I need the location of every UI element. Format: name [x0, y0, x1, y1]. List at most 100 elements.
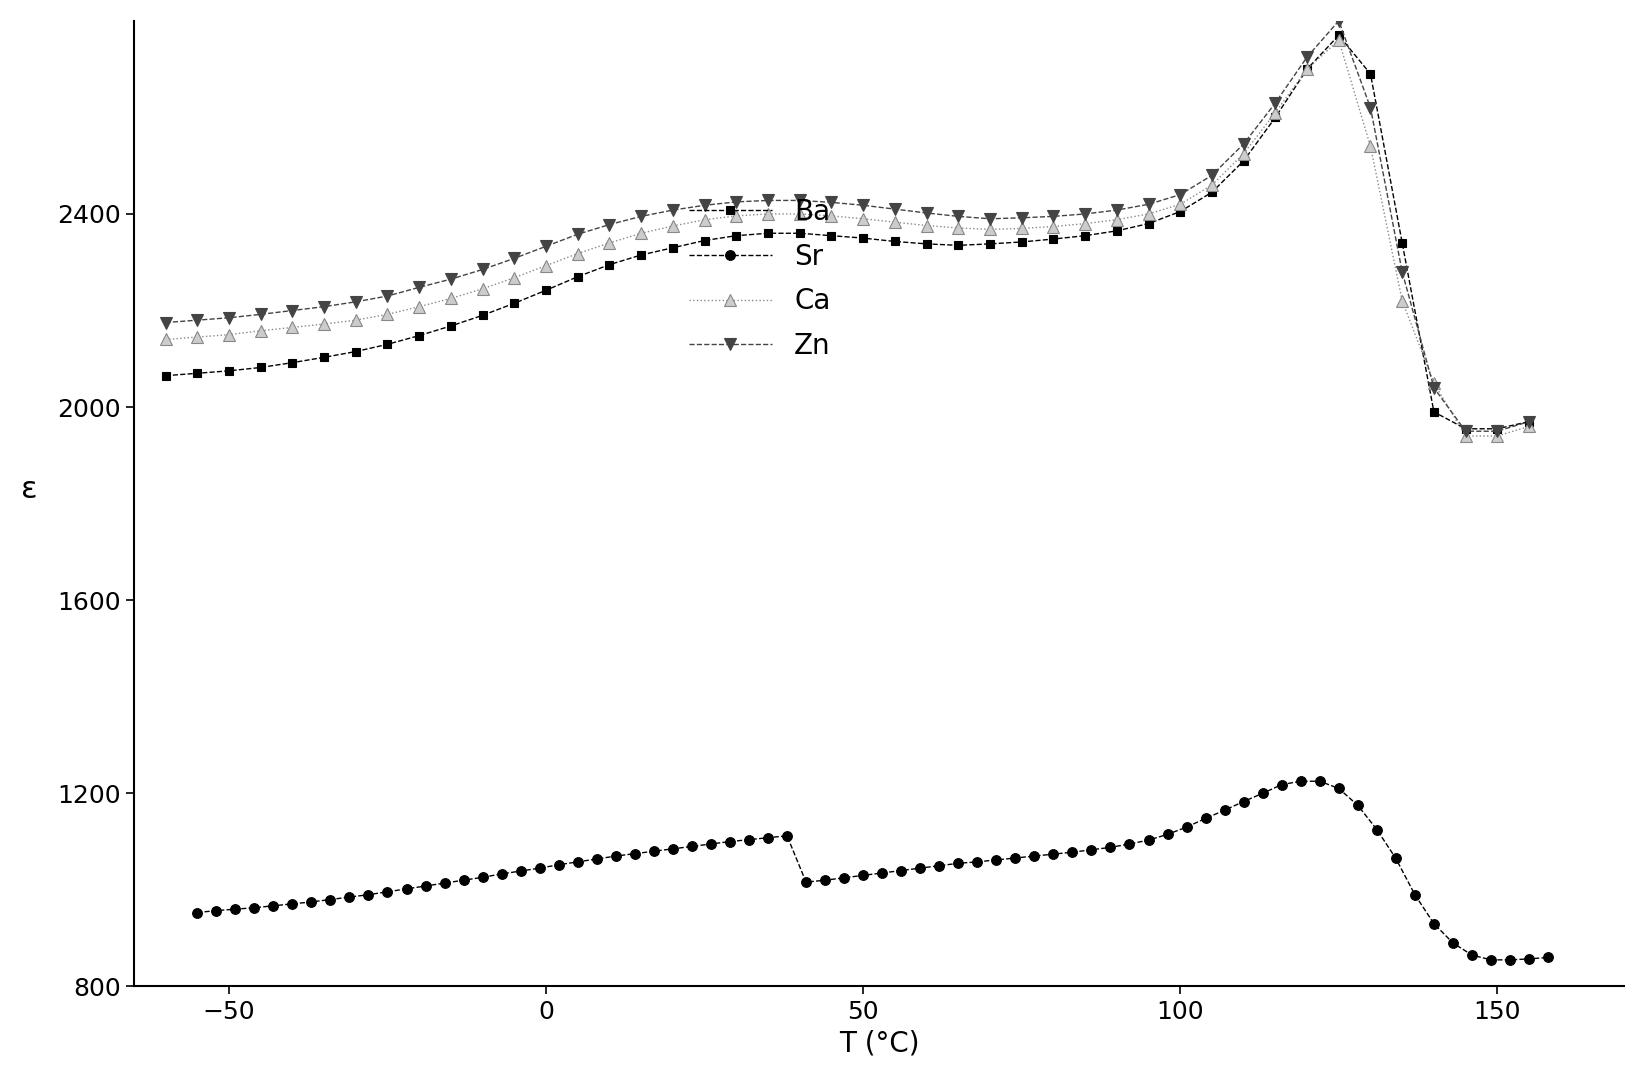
Ca — [949, 221, 969, 234]
Zn — [1138, 198, 1158, 211]
Ca — [156, 333, 176, 346]
Ca — [345, 314, 365, 327]
Ca — [885, 216, 905, 229]
Ca — [250, 324, 270, 337]
Ca — [441, 292, 461, 305]
Zn — [1329, 14, 1349, 27]
Ba — [694, 234, 714, 247]
Sr — [643, 845, 663, 858]
Ca — [790, 207, 809, 220]
Ba — [250, 361, 270, 374]
Zn — [663, 204, 683, 217]
Zn — [219, 312, 239, 324]
Ba — [1234, 154, 1253, 167]
Zn — [727, 195, 747, 208]
Zn — [314, 300, 334, 313]
Zn — [536, 239, 556, 252]
Ba — [1107, 224, 1127, 237]
Ba — [1298, 63, 1318, 75]
Zn — [156, 316, 176, 329]
Zn — [345, 295, 365, 308]
Zn — [378, 290, 398, 303]
Sr — [378, 885, 398, 898]
Sr — [1101, 841, 1120, 854]
Ca — [821, 209, 841, 222]
Ba — [568, 271, 587, 284]
Zn — [441, 273, 461, 286]
Ba — [441, 319, 461, 332]
Zn — [188, 314, 207, 327]
Sr — [1443, 937, 1462, 950]
Ca — [1487, 429, 1507, 442]
Zn — [472, 263, 492, 276]
Line: Sr: Sr — [192, 776, 1553, 965]
Ca — [1043, 220, 1063, 233]
Zn — [1487, 425, 1507, 438]
Ca — [758, 207, 778, 220]
Ca — [854, 212, 873, 225]
Zn — [1265, 96, 1285, 109]
Zn — [599, 218, 619, 231]
Zn — [1170, 189, 1189, 202]
Zn — [632, 210, 651, 223]
Ca — [1234, 147, 1253, 160]
Line: Ca: Ca — [160, 34, 1535, 442]
Ba — [1043, 233, 1063, 246]
Ba — [378, 337, 398, 350]
Ca — [1265, 106, 1285, 119]
Sr — [188, 907, 207, 920]
Zn — [1043, 210, 1063, 223]
Ca — [505, 272, 525, 285]
Ca — [980, 223, 1000, 236]
Ca — [1360, 140, 1380, 153]
Ba — [885, 235, 905, 248]
Ba — [345, 345, 365, 358]
Ba — [727, 230, 747, 243]
Ca — [1392, 294, 1411, 307]
Ca — [219, 328, 239, 341]
Ca — [283, 321, 303, 334]
Ba — [1329, 29, 1349, 42]
Ca — [536, 259, 556, 272]
Ca — [188, 331, 207, 344]
Ba — [1392, 236, 1411, 249]
Ba — [758, 226, 778, 239]
Zn — [505, 252, 525, 265]
Y-axis label: ε: ε — [21, 474, 38, 503]
Ba — [980, 237, 1000, 250]
Ba — [949, 239, 969, 252]
Ca — [1202, 179, 1222, 192]
Zn — [1425, 382, 1444, 395]
Ba — [505, 296, 525, 309]
Ba — [1265, 111, 1285, 124]
Zn — [568, 227, 587, 240]
Sr — [1538, 951, 1558, 964]
Ba — [599, 258, 619, 271]
Sr — [949, 857, 969, 870]
Ba — [1360, 68, 1380, 81]
Ba — [1487, 423, 1507, 436]
Ba — [536, 284, 556, 296]
X-axis label: T (°C): T (°C) — [839, 1029, 920, 1058]
Ca — [1076, 217, 1096, 230]
Ba — [1138, 217, 1158, 230]
Ca — [378, 308, 398, 321]
Line: Ba: Ba — [161, 31, 1533, 433]
Zn — [1107, 204, 1127, 217]
Zn — [1392, 265, 1411, 278]
Ba — [916, 237, 936, 250]
Ca — [568, 247, 587, 260]
Zn — [949, 210, 969, 223]
Ba — [1076, 230, 1096, 243]
Ba — [156, 370, 176, 383]
Ba — [1456, 423, 1476, 436]
Zn — [790, 194, 809, 207]
Ca — [1329, 33, 1349, 46]
Zn — [758, 194, 778, 207]
Ca — [314, 318, 334, 331]
Zn — [916, 207, 936, 220]
Ca — [727, 209, 747, 222]
Zn — [250, 308, 270, 321]
Ca — [1520, 420, 1540, 433]
Zn — [1360, 101, 1380, 114]
